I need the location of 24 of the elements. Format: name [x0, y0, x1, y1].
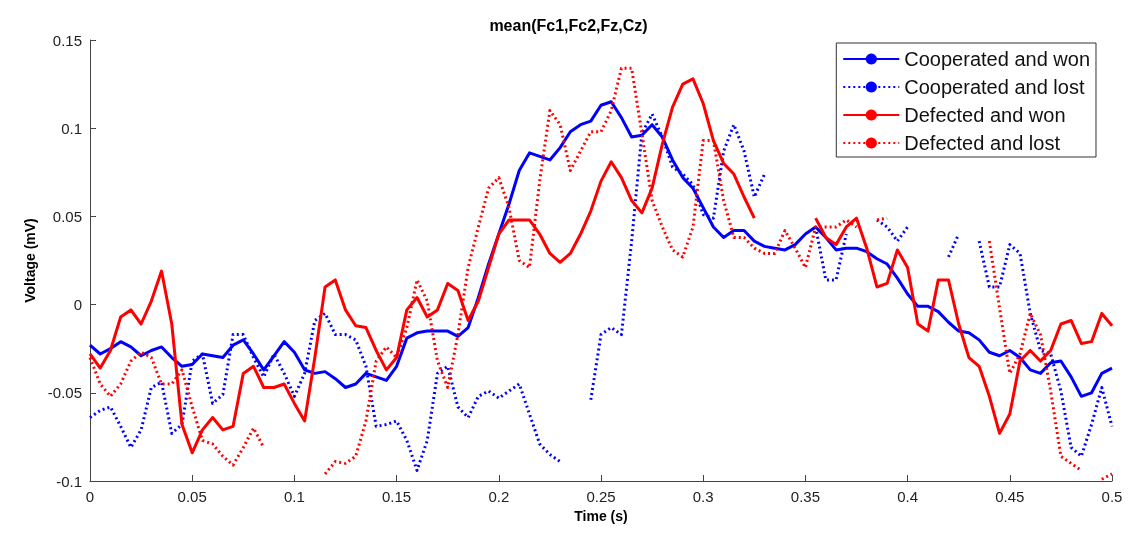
legend-label: Defected and lost: [904, 132, 1061, 154]
legend-label: Cooperated and lost: [904, 76, 1085, 98]
x-tick-label: 0.3: [692, 488, 714, 505]
x-tick-label: 0.4: [897, 488, 919, 505]
y-tick-label: 0: [73, 296, 82, 314]
legend-label: Cooperated and won: [904, 48, 1091, 70]
y-tick-label: -0.05: [47, 384, 82, 402]
y-tick-label: 0.1: [61, 119, 82, 137]
x-tick-label: 0.15: [382, 488, 412, 505]
x-tick-label: 0.05: [177, 488, 207, 505]
y-tick-label: -0.1: [56, 472, 82, 490]
x-tick-label: 0.1: [283, 488, 305, 505]
y-axis-title: Voltage (mV): [21, 218, 38, 303]
x-tick-label: 0.2: [488, 488, 510, 505]
x-tick-label: 0.5: [1101, 488, 1123, 505]
legend-label: Defected and won: [904, 104, 1066, 126]
chart-title: mean(Fc1,Fc2,Fz,Cz): [489, 16, 648, 34]
x-tick-label: 0.45: [995, 488, 1025, 505]
y-tick-label: 0.15: [52, 31, 82, 49]
x-axis-title: Time (s): [574, 507, 628, 524]
x-tick-label: 0: [85, 488, 95, 505]
x-tick-label: 0.35: [790, 488, 820, 505]
x-tick-label: 0.25: [586, 488, 616, 505]
y-tick-label: 0.05: [52, 207, 82, 225]
